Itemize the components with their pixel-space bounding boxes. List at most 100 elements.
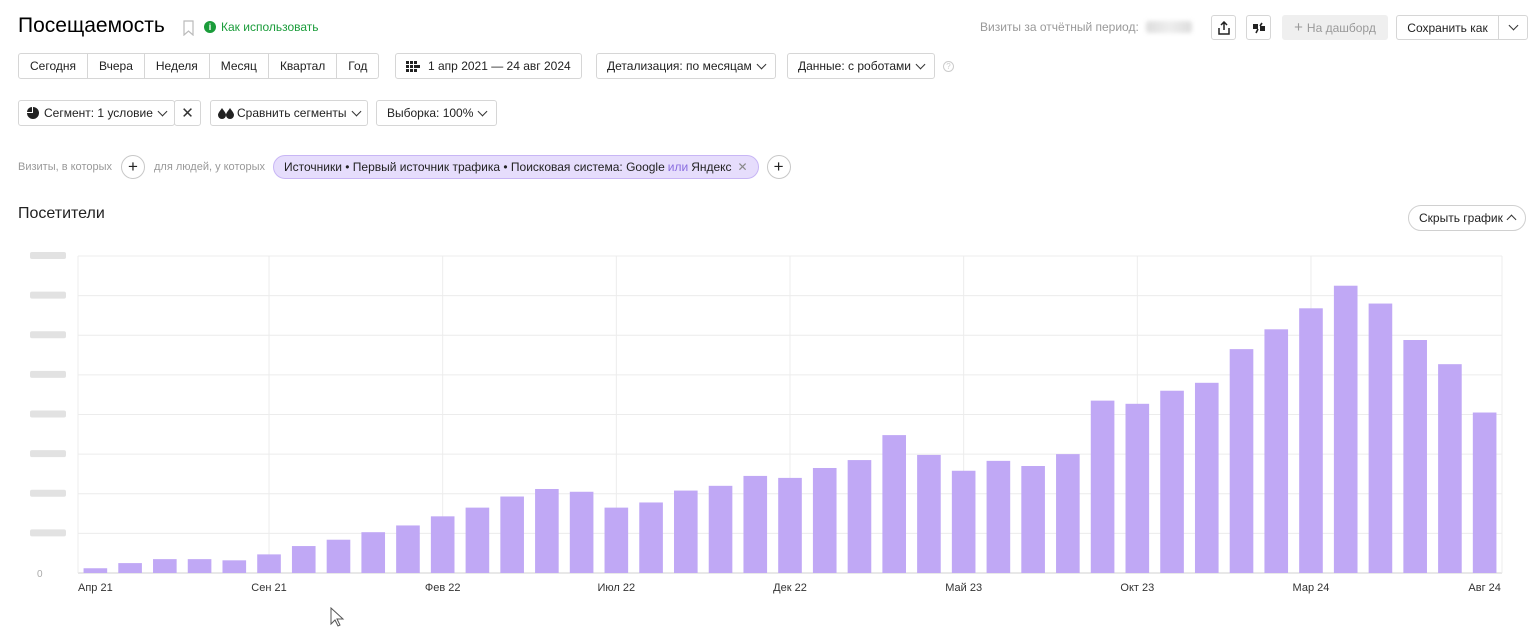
how-to-use-label: Как использовать	[221, 20, 319, 34]
bar-Май 22[interactable]	[535, 488, 559, 573]
bar-Июн 23[interactable]	[986, 460, 1011, 573]
clear-segment-button[interactable]: ✕	[174, 100, 201, 126]
info-icon: i	[204, 21, 216, 33]
filter-chip[interactable]: Источники • Первый источник трафика • По…	[273, 155, 759, 179]
sample-label: Выборка: 100%	[387, 106, 474, 120]
bar-Июн 24[interactable]	[1403, 340, 1427, 573]
bar-Дек 21[interactable]	[361, 532, 386, 573]
bar-Июл 21[interactable]	[187, 559, 212, 573]
data-mode-dropdown[interactable]: Данные: с роботами	[787, 53, 935, 79]
page-header: Посещаемость i Как использовать Визиты з…	[18, 12, 1528, 44]
y-tick-label-blurred	[30, 291, 66, 299]
segment-label: Сегмент: 1 условие	[44, 106, 153, 120]
people-condition-label: для людей, у которых	[154, 161, 265, 173]
save-as-button[interactable]: Сохранить как	[1396, 15, 1528, 40]
bar-Дек 22[interactable]	[778, 477, 802, 573]
bar-Июл 24[interactable]	[1438, 364, 1462, 573]
date-range-button[interactable]: 1 апр 2021 — 24 авг 2024	[395, 53, 582, 79]
data-mode-label: Данные: с роботами	[798, 59, 911, 73]
pie-segment-icon	[27, 107, 39, 119]
add-to-dashboard-button[interactable]: + На дашборд	[1282, 15, 1388, 40]
y-tick-label-blurred	[30, 529, 66, 537]
y-tick-label-blurred	[30, 370, 66, 378]
bar-Фев 23[interactable]	[847, 460, 872, 573]
detail-dropdown[interactable]: Детализация: по месяцам	[596, 53, 776, 79]
bar-Сен 21[interactable]	[257, 554, 281, 573]
x-tick-label: Сен 21	[251, 582, 286, 594]
period-month[interactable]: Месяц	[210, 54, 269, 78]
x-tick-label: Окт 23	[1120, 582, 1154, 594]
bar-Июн 22[interactable]	[569, 491, 594, 573]
bar-Июл 22[interactable]	[604, 507, 629, 573]
hide-chart-label: Скрыть график	[1419, 211, 1503, 225]
bar-Апр 22[interactable]	[500, 496, 524, 573]
period-quarter[interactable]: Квартал	[269, 54, 338, 78]
x-tick-label: Мар 24	[1293, 582, 1330, 594]
period-year[interactable]: Год	[348, 59, 368, 73]
bar-Янв 24[interactable]	[1229, 349, 1254, 573]
bar-Мар 24[interactable]	[1299, 308, 1323, 573]
bar-Янв 23[interactable]	[812, 467, 837, 573]
how-to-use-link[interactable]: i Как использовать	[204, 20, 319, 34]
bookmark-icon[interactable]	[183, 20, 194, 36]
bar-Июл 23[interactable]	[1021, 466, 1045, 573]
share-link-button[interactable]	[1246, 15, 1271, 40]
bar-Май 23[interactable]	[951, 470, 976, 573]
bar-Мар 23[interactable]	[882, 435, 907, 573]
visits-period-value-blurred	[1146, 21, 1192, 33]
close-icon: ✕	[181, 105, 194, 122]
export-button[interactable]	[1211, 15, 1236, 40]
date-range-label: 1 апр 2021 — 24 авг 2024	[428, 59, 571, 73]
bar-Фев 24[interactable]	[1264, 329, 1289, 573]
save-as-label[interactable]: Сохранить как	[1397, 16, 1499, 39]
bar-Авг 23[interactable]	[1056, 454, 1080, 573]
x-tick-label: Апр 21	[78, 582, 113, 594]
x-tick-label: Дек 22	[773, 582, 807, 594]
bar-Окт 21[interactable]	[291, 546, 316, 573]
bar-Окт 22[interactable]	[708, 485, 733, 573]
save-as-dropdown[interactable]	[1499, 16, 1527, 39]
bar-Апр 21[interactable]	[83, 568, 108, 573]
chart-section-title: Посетители	[18, 205, 105, 222]
filter-chip-text: Источники • Первый источник трафика • По…	[284, 160, 665, 174]
bar-Июн 21[interactable]	[153, 559, 177, 573]
bar-Сен 23[interactable]	[1090, 400, 1115, 573]
bar-Апр 24[interactable]	[1333, 285, 1358, 573]
bar-Авг 21[interactable]	[222, 560, 247, 573]
help-icon[interactable]: ?	[943, 61, 954, 72]
sample-dropdown[interactable]: Выборка: 100%	[376, 100, 498, 126]
period-selector: Сегодня Вчера Неделя Месяц Квартал Год	[18, 53, 380, 79]
bar-Май 21[interactable]	[118, 563, 142, 573]
x-tick-label: Май 23	[945, 582, 982, 594]
add-visit-condition-button[interactable]: +	[121, 155, 145, 179]
bar-Окт 23[interactable]	[1125, 403, 1150, 573]
remove-filter-icon[interactable]: ✕	[737, 160, 748, 174]
bar-Фев 22[interactable]	[430, 516, 455, 573]
bar-Ноя 22[interactable]	[743, 475, 768, 573]
period-week[interactable]: Неделя	[145, 54, 210, 78]
bar-Сен 22[interactable]	[673, 490, 698, 573]
period-today[interactable]: Сегодня	[19, 54, 88, 78]
segment-dropdown[interactable]: Сегмент: 1 условие	[18, 100, 175, 126]
quote-icon	[1252, 22, 1265, 33]
hide-chart-button[interactable]: Скрыть график	[1408, 205, 1526, 231]
page-title: Посещаемость	[18, 14, 165, 37]
x-tick-label: Июл 22	[598, 582, 636, 594]
compare-segments-dropdown[interactable]: Сравнить сегменты	[210, 100, 368, 126]
period-yesterday[interactable]: Вчера	[88, 54, 145, 78]
bar-Ноя 23[interactable]	[1160, 390, 1184, 573]
chevron-down-icon	[915, 59, 926, 69]
x-tick-label: Авг 24	[1468, 582, 1500, 594]
bar-Май 24[interactable]	[1368, 303, 1393, 573]
bar-Мар 22[interactable]	[465, 507, 490, 573]
segment-filter-row: Визиты, в которых + для людей, у которых…	[18, 154, 791, 180]
add-people-condition-button[interactable]: +	[766, 155, 791, 179]
bar-Дек 23[interactable]	[1194, 382, 1219, 573]
bar-Авг 24[interactable]	[1472, 412, 1497, 573]
chevron-down-icon	[157, 106, 168, 116]
bar-Ноя 21[interactable]	[326, 539, 351, 573]
bar-Апр 23[interactable]	[917, 454, 941, 573]
bar-Авг 22[interactable]	[639, 502, 663, 573]
compare-drops-icon	[218, 108, 234, 119]
bar-Янв 22[interactable]	[396, 525, 420, 573]
